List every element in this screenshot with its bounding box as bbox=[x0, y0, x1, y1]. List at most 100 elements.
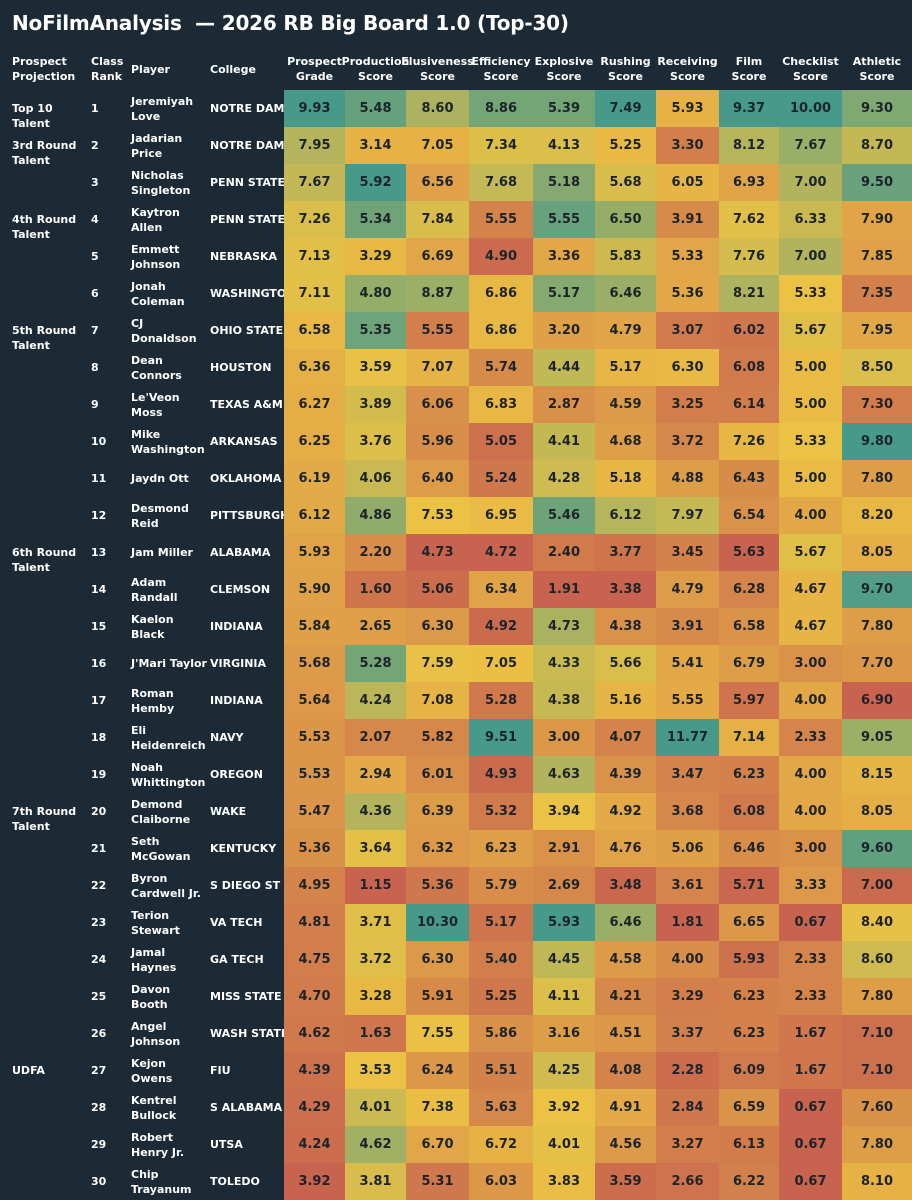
player-name: Demond Claiborne bbox=[131, 797, 191, 826]
score-cell: 3.29 bbox=[345, 238, 406, 275]
score-cell: 5.63 bbox=[719, 534, 779, 571]
score-cell: 3.59 bbox=[345, 349, 406, 386]
score-cell: 8.05 bbox=[842, 534, 912, 571]
score-cell: 3.92 bbox=[533, 1089, 595, 1126]
score-cell: 4.06 bbox=[345, 460, 406, 497]
score-cell: 7.00 bbox=[842, 867, 912, 904]
class-rank: 8 bbox=[91, 361, 99, 374]
score-cell: 5.32 bbox=[469, 793, 533, 830]
score-cell: 4.39 bbox=[284, 1052, 345, 1089]
score-cell: 5.55 bbox=[469, 201, 533, 238]
score-cell: 4.62 bbox=[284, 1015, 345, 1052]
college-name: PENN STATE bbox=[210, 176, 286, 189]
score-cell: 6.56 bbox=[406, 164, 469, 201]
score-cell: 4.80 bbox=[345, 275, 406, 312]
score-cell: 0.67 bbox=[779, 1163, 842, 1200]
score-cell: 3.83 bbox=[533, 1163, 595, 1200]
player-name: Seth McGowan bbox=[131, 834, 191, 863]
score-cell: 4.01 bbox=[533, 1126, 595, 1163]
class-rank: 7 bbox=[91, 324, 99, 337]
score-cell: 7.05 bbox=[469, 645, 533, 682]
score-cell: 6.34 bbox=[469, 571, 533, 608]
college-name: WAKE bbox=[210, 805, 247, 818]
class-rank: 23 bbox=[91, 916, 107, 929]
score-cell: 1.60 bbox=[345, 571, 406, 608]
score-cell: 0.67 bbox=[779, 1089, 842, 1126]
score-cell: 8.60 bbox=[842, 941, 912, 978]
score-cell: 6.93 bbox=[719, 164, 779, 201]
score-cell: 7.62 bbox=[719, 201, 779, 238]
score-cell: 7.55 bbox=[406, 1015, 469, 1052]
score-cell: 4.72 bbox=[469, 534, 533, 571]
score-cell: 7.80 bbox=[842, 1126, 912, 1163]
score-cell: 5.86 bbox=[469, 1015, 533, 1052]
score-cell: 6.46 bbox=[719, 830, 779, 867]
score-cell: 6.05 bbox=[656, 164, 719, 201]
projection-label: 4th Round Talent bbox=[12, 213, 77, 241]
score-cell: 8.70 bbox=[842, 127, 912, 164]
score-cell: 9.37 bbox=[719, 90, 779, 127]
score-cell: 4.36 bbox=[345, 793, 406, 830]
score-cell: 3.59 bbox=[595, 1163, 656, 1200]
big-board-table: Prospect Projection Class Rank Player Colle… bbox=[0, 50, 912, 1200]
score-cell: 4.67 bbox=[779, 608, 842, 645]
score-cell: 5.41 bbox=[656, 645, 719, 682]
score-cell: 3.20 bbox=[533, 312, 595, 349]
score-cell: 5.74 bbox=[469, 349, 533, 386]
score-cell: 5.47 bbox=[284, 793, 345, 830]
college-name: MISS STATE bbox=[210, 990, 282, 1003]
header-score: Production Score bbox=[341, 55, 410, 83]
score-cell: 5.93 bbox=[656, 90, 719, 127]
score-cell: 5.33 bbox=[656, 238, 719, 275]
score-cell: 5.63 bbox=[469, 1089, 533, 1126]
score-cell: 5.24 bbox=[469, 460, 533, 497]
score-cell: 7.70 bbox=[842, 645, 912, 682]
score-cell: 9.60 bbox=[842, 830, 912, 867]
player-name: CJ Donaldson bbox=[131, 316, 197, 345]
class-rank: 19 bbox=[91, 768, 107, 781]
score-cell: 6.83 bbox=[469, 386, 533, 423]
score-cell: 5.40 bbox=[469, 941, 533, 978]
score-cell: 6.13 bbox=[719, 1126, 779, 1163]
college-name: INDIANA bbox=[210, 694, 263, 707]
score-cell: 5.18 bbox=[595, 460, 656, 497]
score-cell: 4.76 bbox=[595, 830, 656, 867]
score-cell: 7.90 bbox=[842, 201, 912, 238]
score-cell: 5.28 bbox=[469, 682, 533, 719]
score-cell: 7.67 bbox=[779, 127, 842, 164]
score-cell: 5.91 bbox=[406, 978, 469, 1015]
projection-label: 5th Round Talent bbox=[12, 324, 77, 352]
college-name: TOLEDO bbox=[210, 1175, 260, 1188]
score-cell: 4.70 bbox=[284, 978, 345, 1015]
score-cell: 4.00 bbox=[779, 682, 842, 719]
score-cell: 2.07 bbox=[345, 719, 406, 756]
score-cell: 3.33 bbox=[779, 867, 842, 904]
class-rank: 2 bbox=[91, 139, 99, 152]
college-name: INDIANA bbox=[210, 620, 263, 633]
score-cell: 3.91 bbox=[656, 201, 719, 238]
class-rank: 5 bbox=[91, 250, 99, 263]
score-cell: 5.39 bbox=[533, 90, 595, 127]
score-cell: 6.72 bbox=[469, 1126, 533, 1163]
score-cell: 8.05 bbox=[842, 793, 912, 830]
score-cell: 3.30 bbox=[656, 127, 719, 164]
score-cell: 6.27 bbox=[284, 386, 345, 423]
projection-label: 6th Round Talent bbox=[12, 546, 77, 574]
score-cell: 7.76 bbox=[719, 238, 779, 275]
score-cell: 6.23 bbox=[469, 830, 533, 867]
college-name: KENTUCKY bbox=[210, 842, 277, 855]
score-cell: 3.29 bbox=[656, 978, 719, 1015]
college-name: OKLAHOMA bbox=[210, 472, 282, 485]
score-cell: 7.60 bbox=[842, 1089, 912, 1126]
score-cell: 5.68 bbox=[284, 645, 345, 682]
player-name: Jadarian Price bbox=[131, 131, 183, 160]
score-cell: 5.55 bbox=[656, 682, 719, 719]
score-cell: 4.45 bbox=[533, 941, 595, 978]
score-cell: 4.67 bbox=[779, 571, 842, 608]
score-cell: 7.95 bbox=[284, 127, 345, 164]
score-cell: 2.84 bbox=[656, 1089, 719, 1126]
score-cell: 9.80 bbox=[842, 423, 912, 460]
header-score: Rushing Score bbox=[600, 55, 651, 83]
projection-label: 7th Round Talent bbox=[12, 805, 77, 833]
score-cell: 6.59 bbox=[719, 1089, 779, 1126]
